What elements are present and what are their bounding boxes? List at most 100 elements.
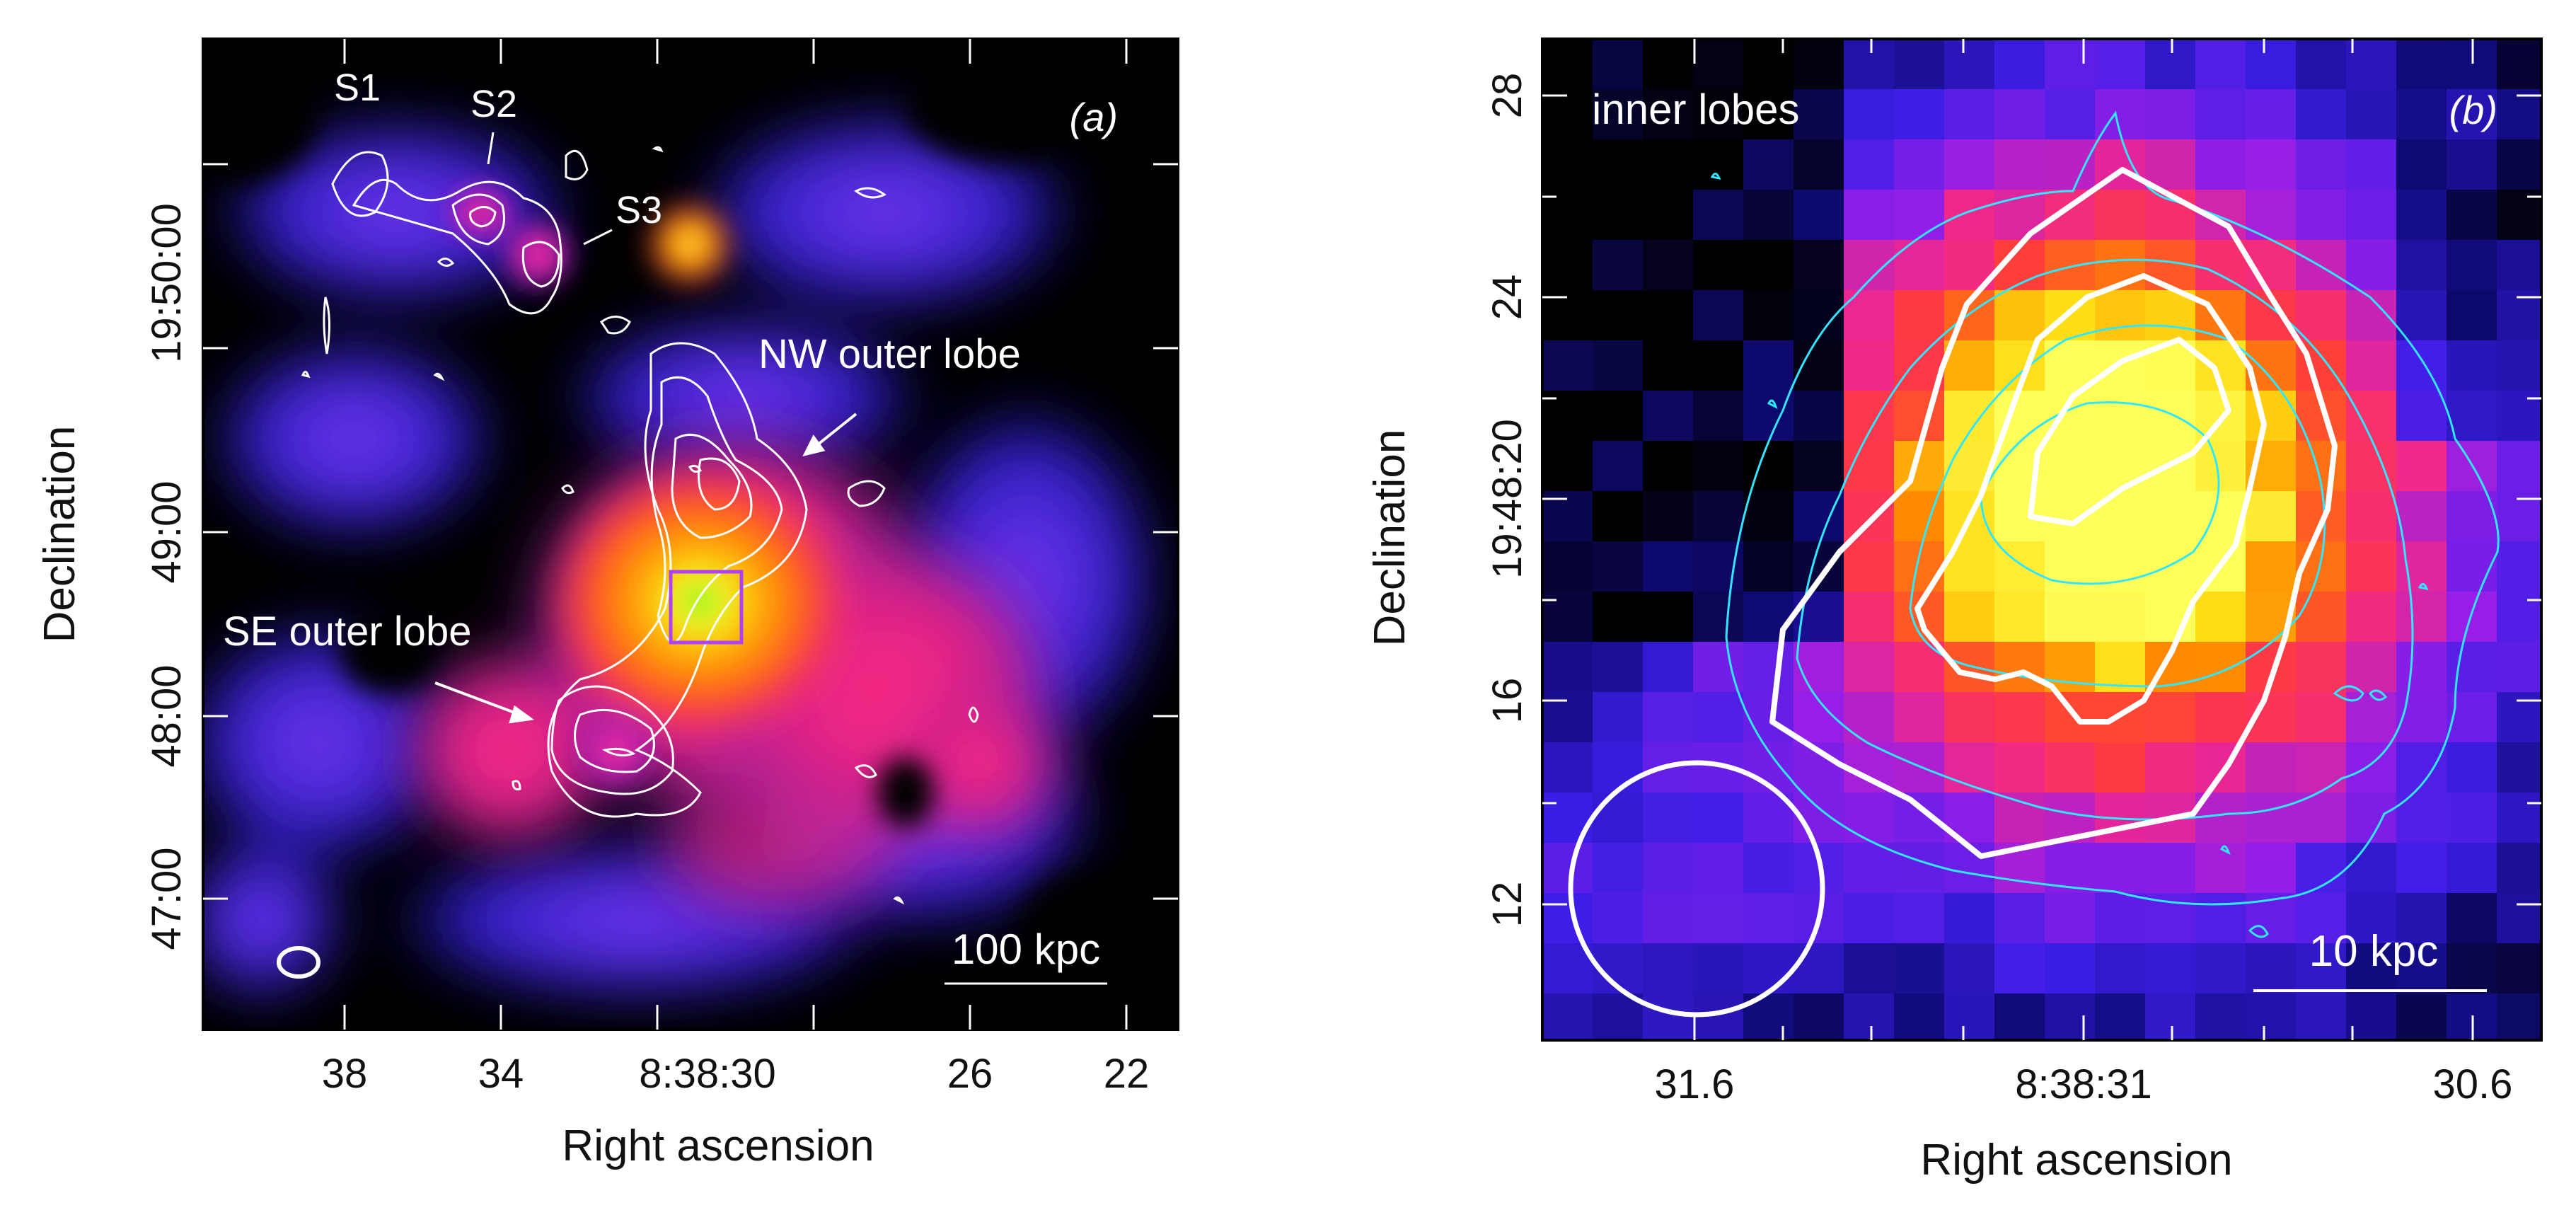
xray-pixel bbox=[1593, 391, 1644, 442]
xray-pixel bbox=[1693, 793, 1744, 843]
xray-pixel bbox=[1643, 893, 1694, 944]
xray-pixel bbox=[1844, 592, 1895, 643]
panel-a-xray-image bbox=[203, 42, 1178, 1005]
xray-pixel bbox=[1844, 240, 1895, 291]
xray-pixel bbox=[1693, 592, 1744, 643]
xray-pixel bbox=[1643, 290, 1694, 341]
panel-b-xtick-2: 30.6 bbox=[2433, 1061, 2513, 1107]
xray-pixel bbox=[2145, 139, 2196, 190]
xray-pixel bbox=[1593, 39, 1644, 90]
xray-pixel bbox=[2296, 642, 2347, 693]
xray-pixel bbox=[1994, 993, 2045, 1040]
xray-pixel bbox=[2246, 190, 2297, 241]
xray-pixel bbox=[1643, 843, 1694, 894]
xray-pixel bbox=[1643, 642, 1694, 693]
xray-pixel bbox=[2296, 139, 2347, 190]
panel-b-white-contours bbox=[1769, 167, 2338, 859]
xray-pixel bbox=[2045, 943, 2096, 994]
xray-pixel bbox=[1643, 190, 1694, 241]
xray-pixel bbox=[1944, 893, 1995, 944]
xray-pixel bbox=[1894, 290, 1945, 341]
xray-pixel bbox=[1844, 541, 1895, 592]
s3-pointer bbox=[583, 229, 613, 246]
xray-pixel bbox=[1542, 441, 1593, 492]
xray-pixel bbox=[2246, 943, 2297, 994]
xray-pixel bbox=[1894, 190, 1945, 241]
xray-pixel bbox=[1844, 843, 1895, 894]
xray-pixel bbox=[1894, 893, 1945, 944]
xray-pixel bbox=[2045, 139, 2096, 190]
xray-pixel bbox=[1743, 290, 1794, 341]
xray-pixel bbox=[1894, 39, 1945, 90]
xray-pixel bbox=[2246, 793, 2297, 843]
xray-pixel bbox=[2045, 240, 2096, 291]
xray-pixel bbox=[2296, 943, 2347, 994]
xray-pixel bbox=[1994, 692, 2045, 743]
xray-pixel bbox=[1794, 139, 1844, 190]
xray-pixel bbox=[1542, 993, 1593, 1040]
panel-a-ticks bbox=[203, 39, 1178, 1030]
xray-pixel bbox=[2396, 843, 2447, 894]
xray-pixel bbox=[1643, 692, 1694, 743]
xray-pixel bbox=[2497, 290, 2541, 341]
xray-pixel bbox=[1994, 742, 2045, 793]
label-s1: S1 bbox=[334, 67, 381, 109]
xray-pixel bbox=[2246, 742, 2297, 793]
panel-a: S1 S2 S3 NW outer lobe SE outer lobe (a)… bbox=[35, 38, 1179, 1170]
xray-pixel bbox=[1643, 793, 1694, 843]
xray-pixel bbox=[1593, 541, 1644, 592]
xray-pixel bbox=[1643, 592, 1694, 643]
xray-pixel bbox=[2195, 843, 2246, 894]
xray-pixel bbox=[2296, 692, 2347, 743]
xray-pixel bbox=[2145, 943, 2196, 994]
xray-pixel bbox=[2396, 391, 2447, 442]
xray-pixel bbox=[2145, 39, 2196, 90]
xray-pixel bbox=[1944, 340, 1995, 391]
xray-pixel bbox=[2045, 491, 2096, 542]
xray-pixel bbox=[1844, 190, 1895, 241]
xray-pixel bbox=[1994, 793, 2045, 843]
xray-pixel bbox=[1944, 39, 1995, 90]
xray-pixel bbox=[1693, 290, 1744, 341]
xray-pixel bbox=[1593, 742, 1644, 793]
xray-pixel bbox=[1593, 642, 1644, 693]
xray-pixel bbox=[2195, 290, 2246, 341]
xray-pixel bbox=[2396, 893, 2447, 944]
xray-pixel bbox=[1593, 843, 1644, 894]
panel-b-frame bbox=[1541, 38, 2543, 1042]
xray-pixel bbox=[1693, 541, 1744, 592]
xray-pixel bbox=[1944, 391, 1995, 442]
xray-pixel bbox=[1894, 391, 1945, 442]
xray-pixel bbox=[2396, 692, 2447, 743]
xray-pixel bbox=[2447, 290, 2497, 341]
xray-pixel bbox=[2246, 993, 2297, 1040]
xray-pixel bbox=[2296, 742, 2347, 793]
xray-pixel bbox=[1542, 642, 1593, 693]
xray-pixel bbox=[1743, 893, 1794, 944]
xray-pixel bbox=[2045, 742, 2096, 793]
xray-pixel bbox=[1844, 993, 1895, 1040]
xray-pixel bbox=[2497, 139, 2541, 190]
xray-pixel bbox=[1542, 139, 1593, 190]
panel-a-ytick-0: 47:00 bbox=[144, 847, 190, 950]
panel-a-inner-box bbox=[669, 570, 744, 645]
xray-pixel bbox=[2497, 943, 2541, 994]
xray-pixel bbox=[2346, 943, 2397, 994]
xray-pixel bbox=[1593, 692, 1644, 743]
label-s2: S2 bbox=[470, 83, 517, 125]
xray-pixel bbox=[1643, 240, 1694, 291]
xray-pixel bbox=[1643, 541, 1694, 592]
xray-pixel bbox=[2145, 391, 2196, 442]
xray-pixel bbox=[1542, 893, 1593, 944]
xray-pixel bbox=[2246, 843, 2297, 894]
xray-pixel bbox=[1643, 441, 1694, 492]
panel-a-ytick-2: 49:00 bbox=[144, 480, 190, 583]
xray-pixel bbox=[2346, 592, 2397, 643]
xray-pixel bbox=[1593, 793, 1644, 843]
xray-pixel bbox=[2095, 290, 2146, 341]
xray-pixel bbox=[2497, 993, 2541, 1040]
xray-pixel bbox=[2095, 541, 2146, 592]
xray-pixel bbox=[1593, 340, 1644, 391]
panel-a-xtick-3: 26 bbox=[947, 1051, 993, 1097]
xray-pixel bbox=[2296, 793, 2347, 843]
